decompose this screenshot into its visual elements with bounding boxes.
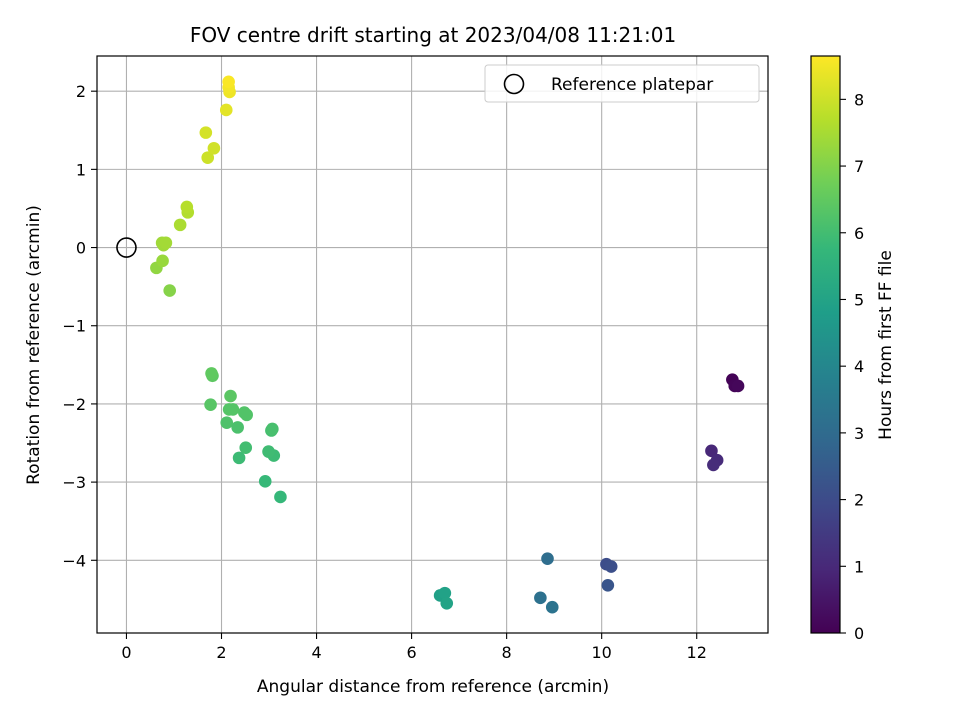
data-point-30 — [224, 389, 237, 403]
data-point-16 — [258, 475, 272, 488]
data-point-17 — [232, 451, 246, 465]
colorbar-tick-label-5: 5 — [854, 290, 864, 309]
x-tick-label-3: 6 — [406, 643, 416, 662]
data-point-19 — [262, 445, 275, 458]
data-point-32 — [205, 367, 218, 380]
y-tick-label-6: −4 — [62, 551, 86, 570]
data-points — [150, 75, 745, 614]
data-point-9 — [541, 552, 554, 566]
data-point-10 — [534, 591, 547, 605]
plot-frame — [96, 55, 769, 634]
colorbar-label: Hours from first FF file — [876, 250, 896, 440]
colorbar-tick-label-2: 2 — [854, 491, 864, 510]
colorbar — [810, 55, 841, 634]
x-tick-label-1: 2 — [216, 643, 226, 662]
x-tick-label-6: 12 — [687, 643, 707, 662]
colorbar-tick-label-4: 4 — [854, 357, 864, 376]
y-tick-label-3: −1 — [62, 317, 86, 336]
y-tick-label-4: −2 — [62, 395, 86, 414]
colorbar-tick-label-6: 6 — [854, 224, 864, 243]
data-point-35 — [156, 254, 169, 268]
data-point-28 — [226, 403, 240, 416]
colorbar-tick-label-0: 0 — [854, 624, 864, 643]
y-axis-label: Rotation from reference (arcmin) — [24, 205, 44, 485]
data-point-23 — [231, 421, 244, 434]
x-tick-label-4: 8 — [502, 643, 512, 662]
data-point-38 — [159, 236, 173, 250]
colorbar-ticks: 0 1 2 3 4 5 6 7 8 — [840, 90, 864, 643]
data-point-26 — [238, 406, 251, 419]
x-axis-label: Angular distance from reference (arcmin) — [257, 677, 609, 697]
y-axis-ticks: 2 1 0 −1 −2 −3 −4 — [62, 82, 97, 570]
data-point-15 — [274, 490, 287, 504]
x-axis-ticks: 0 2 4 6 8 10 12 — [121, 633, 707, 662]
chart-title: FOV centre drift starting at 2023/04/08 … — [190, 23, 676, 47]
data-point-5 — [707, 458, 720, 472]
data-point-43 — [207, 141, 221, 155]
data-point-14 — [440, 596, 454, 610]
reference-platepar-marker — [116, 237, 137, 258]
x-tick-label-5: 10 — [591, 643, 611, 662]
data-point-20 — [239, 441, 253, 455]
data-point-7 — [604, 560, 618, 573]
data-point-8 — [601, 579, 615, 592]
y-tick-label-5: −3 — [62, 473, 86, 492]
data-point-42 — [201, 151, 215, 164]
data-point-24 — [220, 416, 234, 429]
legend-reference-marker — [503, 73, 525, 95]
data-point-45 — [219, 103, 233, 117]
colorbar-tick-label-8: 8 — [854, 90, 864, 109]
data-point-13 — [438, 586, 452, 600]
data-point-29 — [204, 398, 217, 412]
x-tick-label-2: 4 — [311, 643, 321, 662]
data-point-33 — [163, 284, 177, 297]
data-point-39 — [173, 218, 187, 232]
data-point-48 — [222, 75, 235, 89]
legend: Reference platepar — [484, 64, 760, 103]
colorbar-tick-label-7: 7 — [854, 157, 864, 176]
y-tick-label-2: 0 — [76, 239, 86, 258]
colorbar-tick-label-3: 3 — [854, 424, 864, 443]
colorbar-tick-label-1: 1 — [854, 557, 864, 576]
y-tick-label-0: 2 — [76, 82, 86, 101]
data-point-41 — [180, 200, 194, 214]
x-tick-label-0: 0 — [121, 643, 131, 662]
data-point-22 — [266, 422, 279, 436]
legend-box — [484, 64, 760, 103]
data-point-3 — [705, 444, 718, 458]
grid — [97, 56, 768, 633]
data-point-44 — [199, 126, 213, 139]
legend-label: Reference platepar — [551, 75, 713, 95]
data-point-2 — [731, 379, 745, 393]
data-point-11 — [545, 600, 559, 614]
y-tick-label-1: 1 — [76, 160, 86, 179]
